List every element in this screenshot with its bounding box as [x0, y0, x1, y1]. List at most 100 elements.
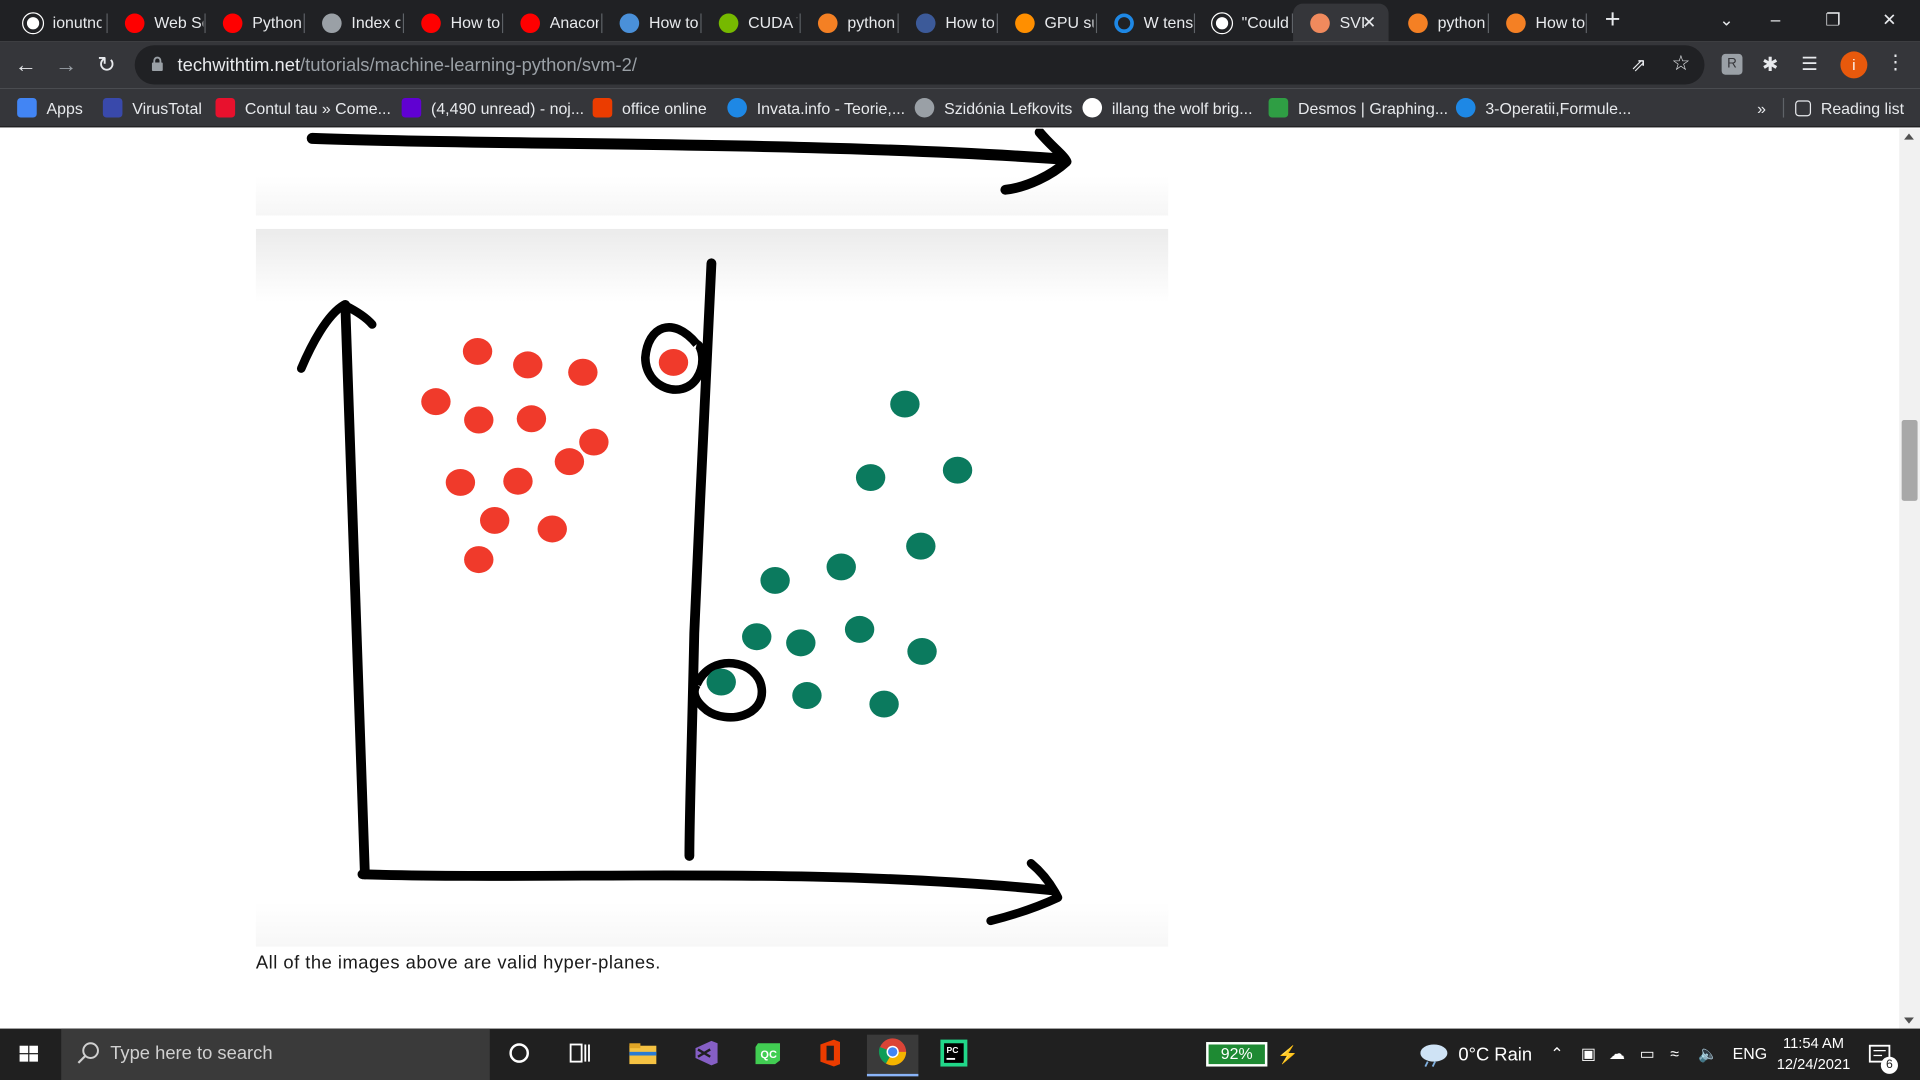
media-control-icon[interactable]: ☰ — [1801, 53, 1818, 75]
tab-close-icon[interactable]: ✕ — [1361, 12, 1377, 32]
tab-8[interactable]: python — [801, 4, 899, 42]
taskbar-app-pycharm[interactable]: PC — [928, 1035, 979, 1077]
system-clock[interactable]: 11:54 AM 12/24/2021 — [1765, 1033, 1863, 1075]
green-point — [844, 615, 875, 643]
close-window-icon[interactable]: ✕ — [1882, 9, 1897, 30]
volume-icon[interactable]: 🔈 — [1698, 1044, 1719, 1063]
green-point — [792, 682, 822, 709]
bookmark-0[interactable]: Apps — [17, 96, 83, 120]
meet-now-icon[interactable]: ▣ — [1580, 1044, 1596, 1063]
globe-icon — [914, 97, 935, 118]
reading-list-button[interactable]: Reading list — [1795, 96, 1904, 120]
menu-kebab-icon[interactable]: ⋮ — [1885, 52, 1906, 74]
start-button[interactable] — [0, 1029, 59, 1080]
lock-icon — [151, 56, 163, 72]
tab-15[interactable]: How to — [1489, 4, 1587, 42]
page-scrollbar[interactable] — [1899, 128, 1920, 1029]
github-icon — [1211, 11, 1234, 34]
bookmark-label: illang the wolf brig... — [1111, 98, 1253, 117]
red-point — [480, 506, 510, 534]
search-placeholder: Type here to search — [110, 1043, 273, 1065]
tab-label: W tens — [1143, 13, 1193, 32]
red-point — [503, 467, 533, 495]
reload-button[interactable]: ↻ — [97, 52, 116, 78]
new-tab-plus-icon[interactable]: + — [1604, 3, 1621, 35]
taskbar-app-qt-creator[interactable]: QC — [742, 1035, 793, 1077]
tab-5[interactable]: Anacon — [503, 4, 603, 42]
red-point — [568, 358, 598, 386]
taskbar-app-chrome[interactable] — [866, 1034, 919, 1077]
tab-10[interactable]: GPU su — [998, 4, 1098, 42]
url-path: /tutorials/machine-learning-python/svm-2… — [300, 55, 637, 76]
tab-11[interactable]: W tens — [1097, 4, 1196, 42]
bookmark-label: 3-Operatii,Formule... — [1485, 98, 1632, 117]
taskbar-app-cortana[interactable] — [493, 1035, 544, 1077]
tab-search-chevron-icon[interactable]: ⌄ — [1719, 9, 1734, 30]
battery-indicator[interactable]: 92% — [1206, 1042, 1268, 1067]
language-indicator[interactable]: ENG — [1732, 1044, 1768, 1063]
share-icon[interactable]: ⇗ — [1631, 55, 1647, 76]
tab-6[interactable]: How to — [602, 4, 702, 42]
profile-avatar[interactable]: i — [1840, 51, 1868, 79]
taskbar-app-file-explorer[interactable] — [617, 1035, 668, 1077]
tray-chevron-up-icon[interactable]: ⌃ — [1550, 1044, 1564, 1063]
restore-icon[interactable]: ❐ — [1825, 9, 1841, 30]
bookmark-1[interactable]: VirusTotal — [102, 96, 202, 120]
notification-count-badge: 6 — [1880, 1056, 1898, 1074]
bookmark-star-icon[interactable]: ☆ — [1671, 51, 1691, 75]
tab-label: GPU su — [1044, 13, 1093, 32]
taskbar-app-visual-studio[interactable] — [680, 1035, 731, 1077]
taskbar-app-office[interactable] — [804, 1035, 855, 1077]
bookmark-9[interactable]: 3-Operatii,Formule... — [1455, 96, 1632, 120]
back-button[interactable]: ← — [14, 52, 37, 78]
virustotal-icon — [102, 97, 123, 118]
red-point — [445, 468, 476, 496]
bookmark-7[interactable]: illang the wolf brig... — [1082, 96, 1253, 120]
bookmarks-overflow-icon[interactable]: » — [1757, 98, 1767, 117]
minimize-icon[interactable]: – — [1770, 9, 1781, 30]
tab-separator — [1585, 13, 1587, 34]
emag-icon — [215, 97, 236, 118]
tab-2[interactable]: Python — [206, 4, 305, 42]
tab-7[interactable]: CUDA T — [702, 4, 801, 42]
nvidia-icon — [718, 12, 739, 33]
site-icon — [1455, 97, 1476, 118]
tab-14[interactable]: python — [1391, 4, 1489, 42]
tab-13[interactable]: SVI ✕ — [1293, 3, 1389, 42]
reading-list-label: Reading list — [1820, 98, 1905, 117]
tab-12[interactable]: "Could — [1195, 4, 1294, 42]
bookmark-label: VirusTotal — [132, 98, 202, 117]
y-axis-line — [340, 300, 370, 880]
bookmark-3[interactable]: (4,490 unread) - noj... — [401, 96, 584, 120]
scroll-up-arrow-icon[interactable] — [1904, 133, 1914, 140]
taskbar-app-task-view[interactable] — [555, 1035, 606, 1077]
address-bar[interactable]: techwithtim.net/tutorials/machine-learni… — [134, 45, 1705, 85]
tab-separator — [996, 13, 998, 34]
scroll-thumb[interactable] — [1901, 420, 1918, 501]
bookmark-4[interactable]: office online — [592, 96, 707, 120]
tab-label: CUDA T — [748, 13, 797, 32]
bookmark-8[interactable]: Desmos | Graphing... — [1268, 96, 1448, 120]
tab-label: Python — [252, 13, 302, 32]
extension-r-icon[interactable]: R — [1721, 53, 1743, 75]
tab-separator — [700, 13, 702, 34]
tab-9[interactable]: How to — [899, 4, 998, 42]
scroll-down-arrow-icon[interactable] — [1904, 1017, 1914, 1024]
wifi-icon[interactable]: ≈ — [1670, 1044, 1679, 1063]
bookmark-2[interactable]: Contul tau » Come... — [215, 96, 391, 120]
notification-center-button[interactable]: 6 — [1867, 1043, 1898, 1076]
weather-widget[interactable]: 0°C Rain — [1418, 1041, 1532, 1068]
x-axis-arrowhead — [986, 858, 1063, 926]
onedrive-error-icon[interactable]: ☁ — [1608, 1044, 1625, 1063]
extensions-puzzle-icon[interactable]: ✱ — [1762, 55, 1779, 76]
tab-1[interactable]: Web Sc — [108, 4, 206, 42]
tab-3[interactable]: Index o — [305, 4, 405, 42]
bookmark-5[interactable]: Invata.info - Teorie,... — [727, 96, 905, 120]
taskbar-search-box[interactable]: Type here to search — [61, 1028, 490, 1080]
forward-button[interactable]: → — [55, 52, 78, 78]
tab-0[interactable]: ionutnc — [6, 4, 108, 42]
bookmark-6[interactable]: Szidónia Lefkovits — [914, 96, 1072, 120]
tab-4[interactable]: How to — [404, 4, 504, 42]
green-point — [855, 464, 886, 492]
battery-tray-icon[interactable]: ▭ — [1639, 1044, 1655, 1063]
